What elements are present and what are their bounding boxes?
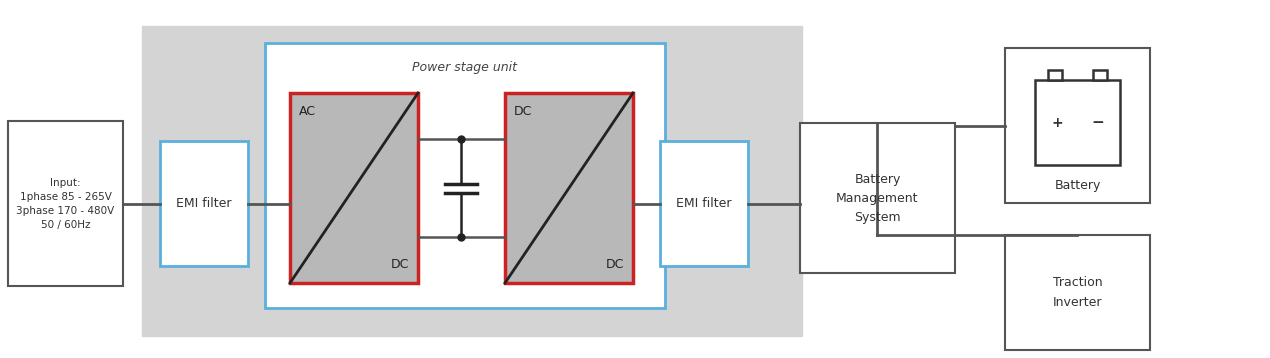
Text: EMI filter: EMI filter [177,197,231,210]
Bar [290,93,418,283]
Text: Traction
Inverter: Traction Inverter [1053,276,1102,309]
Text: Input:
1phase 85 - 265V
3phase 170 - 480V
50 / 60Hz: Input: 1phase 85 - 265V 3phase 170 - 480… [17,178,114,229]
Text: Battery
Management
System: Battery Management System [836,173,918,223]
Text: DC: DC [391,258,409,271]
Bar [1048,70,1062,80]
Text: Battery: Battery [1054,179,1101,192]
Bar [505,93,632,283]
Text: −: − [1091,115,1104,130]
Text: EMI filter: EMI filter [676,197,732,210]
Bar [660,141,748,266]
Text: +: + [1052,116,1063,130]
Bar [265,43,665,308]
Text: DC: DC [514,105,532,118]
Bar [8,121,123,286]
Bar [160,141,248,266]
Bar [800,123,955,273]
Bar [1005,235,1151,350]
Bar [1005,48,1151,203]
Bar [142,26,801,336]
Text: DC: DC [606,258,624,271]
Text: Power stage unit: Power stage unit [413,61,517,74]
Bar [1093,70,1107,80]
Text: AC: AC [298,105,316,118]
Bar [1035,80,1120,165]
